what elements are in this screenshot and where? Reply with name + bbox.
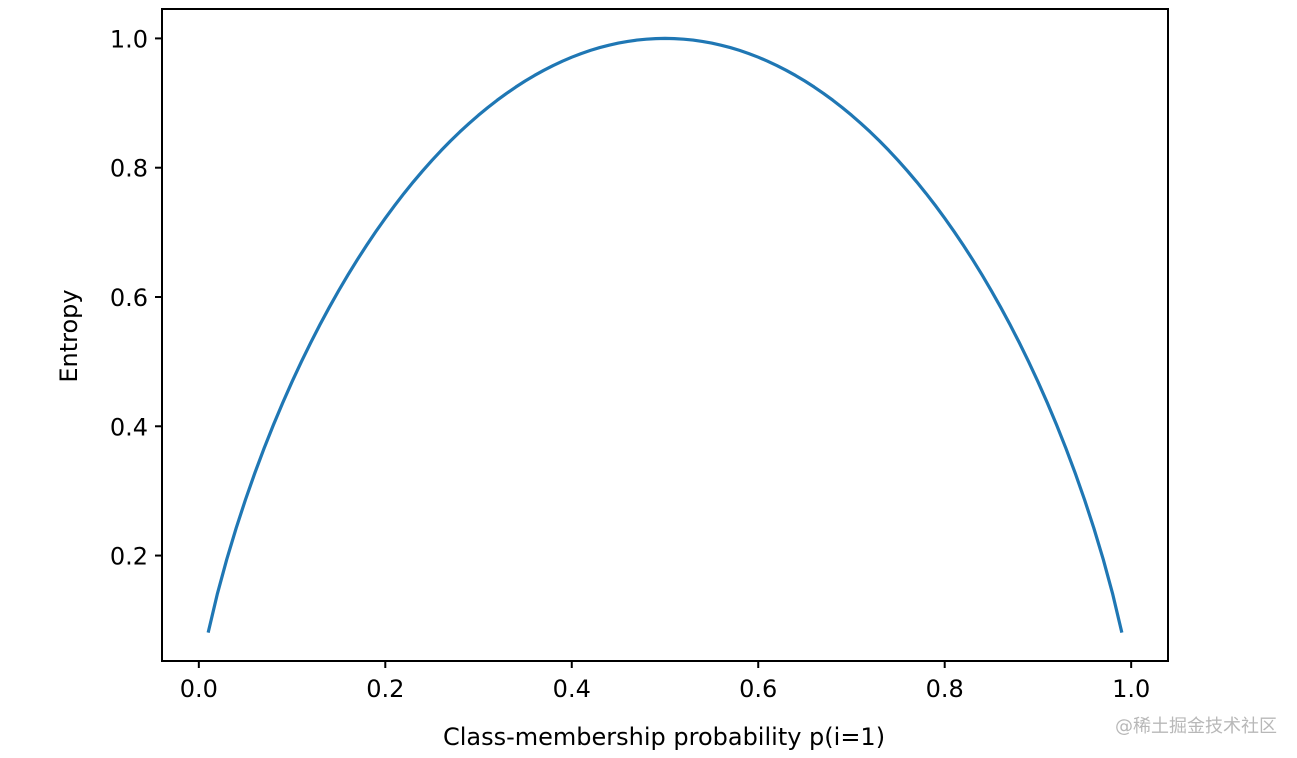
x-tick-label: 0.0 bbox=[180, 675, 218, 703]
y-tick-label: 1.0 bbox=[110, 25, 148, 53]
x-tick-label: 0.2 bbox=[366, 675, 404, 703]
axes-frame bbox=[161, 8, 1169, 662]
x-tick-label: 0.4 bbox=[553, 675, 591, 703]
y-axis-label: Entropy bbox=[55, 289, 83, 382]
x-tick-label: 0.6 bbox=[739, 675, 777, 703]
watermark-text: @稀土掘金技术社区 bbox=[1115, 716, 1277, 737]
x-axis-label: Class-membership probability p(i=1) bbox=[443, 723, 885, 751]
y-tick-label: 0.8 bbox=[110, 155, 148, 183]
entropy-line bbox=[206, 36, 1124, 634]
x-tick-label: 0.8 bbox=[926, 675, 964, 703]
y-tick-label: 0.6 bbox=[110, 284, 148, 312]
axis-ticks: 0.0 0.2 0.4 0.6 0.8 1.0 0.2 0.4 0.6 0.8 1.0 bbox=[110, 25, 1150, 703]
x-tick-label: 1.0 bbox=[1112, 675, 1150, 703]
y-tick-label: 0.4 bbox=[110, 413, 148, 441]
plot-area bbox=[161, 8, 1169, 662]
y-tick-label: 0.2 bbox=[110, 543, 148, 571]
